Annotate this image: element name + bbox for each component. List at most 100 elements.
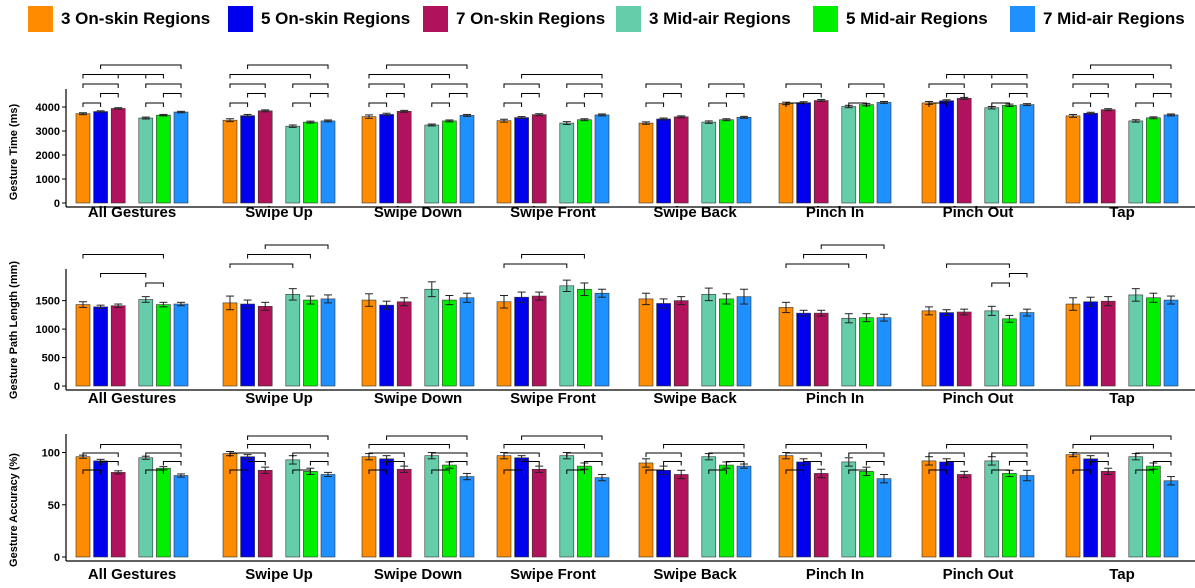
bar (736, 465, 752, 558)
significance-bracket (521, 74, 603, 79)
bar (110, 472, 126, 558)
bar (1002, 318, 1017, 387)
bar (424, 124, 440, 204)
bar (93, 111, 108, 204)
bar (459, 115, 475, 204)
significance-bracket (229, 83, 266, 88)
bar (240, 303, 255, 387)
y-tick-label: 2000 (36, 150, 60, 162)
bar (594, 477, 610, 558)
significance-bracket (946, 93, 965, 98)
legend-swatch (813, 6, 838, 32)
significance-bracket (848, 102, 867, 107)
bar (921, 310, 937, 387)
y-tick-label: 500 (42, 353, 60, 365)
bar (156, 304, 171, 387)
significance-bracket (946, 263, 1010, 268)
bar (285, 125, 301, 204)
bar (531, 468, 547, 558)
significance-bracket (162, 461, 182, 466)
significance-bracket (1135, 102, 1154, 107)
significance-bracket (583, 93, 603, 98)
bar (222, 302, 238, 387)
bar (156, 467, 171, 558)
significance-bracket (82, 83, 119, 88)
bar (303, 471, 318, 558)
significance-bracket (725, 461, 745, 466)
significance-bracket (708, 469, 727, 474)
y-axis-label: Gesture Path Length (mm) (8, 261, 20, 399)
significance-bracket (566, 83, 603, 88)
bar (559, 285, 575, 387)
significance-bracket (247, 93, 266, 98)
significance-bracket (865, 461, 885, 466)
significance-bracket (946, 461, 965, 466)
bar (1019, 475, 1035, 558)
significance-bracket (264, 244, 329, 249)
bar (396, 301, 412, 387)
significance-bracket (566, 469, 585, 474)
bar (110, 305, 126, 387)
legend-item: 5 Mid-air Regions (813, 5, 988, 33)
category-label: Pinch Out (943, 566, 1014, 583)
significance-bracket (503, 102, 523, 107)
bar (93, 460, 108, 558)
significance-bracket (82, 102, 102, 107)
y-tick-label: 0 (54, 381, 60, 393)
y-tick-label: 100 (42, 448, 60, 460)
significance-bracket (100, 461, 119, 466)
bar (719, 298, 734, 387)
bar (1002, 105, 1017, 204)
significance-bracket (991, 452, 1028, 457)
significance-bracket (663, 461, 682, 466)
bar (257, 306, 273, 387)
y-tick-label: 0 (54, 552, 60, 564)
bar (577, 288, 592, 387)
significance-bracket (1008, 273, 1028, 278)
significance-bracket (991, 83, 1028, 88)
legend-label: 7 Mid-air Regions (1043, 9, 1185, 28)
bar (1065, 303, 1081, 387)
bar (921, 102, 937, 204)
y-axis-label: Gesture Accuracy (%) (8, 453, 20, 567)
bar (559, 122, 575, 204)
significance-bracket (1135, 469, 1154, 474)
bar (1002, 473, 1017, 558)
significance-bracket (785, 263, 850, 268)
bar (1163, 480, 1179, 558)
significance-bracket (1090, 461, 1109, 466)
bar (841, 461, 857, 558)
significance-bracket (663, 93, 682, 98)
bar (1083, 301, 1098, 387)
bar (75, 113, 91, 204)
significance-bracket (521, 93, 540, 98)
significance-bracket (1008, 461, 1028, 466)
significance-bracket (431, 452, 468, 457)
bar (638, 462, 654, 558)
bar (876, 317, 892, 387)
significance-bracket (247, 254, 311, 259)
legend-swatch (1010, 6, 1035, 32)
significance-bracket (229, 452, 266, 457)
significance-bracket (928, 102, 948, 107)
significance-bracket (309, 461, 329, 466)
category-label: Swipe Back (653, 566, 737, 583)
legend-item: 7 Mid-air Regions (1010, 5, 1185, 33)
bar (577, 465, 592, 558)
significance-bracket (229, 74, 311, 79)
bar (138, 299, 154, 387)
significance-bracket (928, 469, 948, 474)
bar (156, 114, 171, 204)
significance-bracket (785, 444, 867, 449)
bar (577, 119, 592, 204)
bar (673, 300, 689, 387)
significance-bracket (645, 469, 665, 474)
significance-bracket (663, 444, 745, 449)
significance-bracket (1072, 444, 1154, 449)
category-label: Swipe Front (510, 566, 596, 583)
legend: 3 On-skin Regions 5 On-skin Regions 7 On-s… (0, 2, 1195, 36)
significance-bracket (963, 74, 993, 79)
bar (531, 295, 547, 387)
significance-bracket (708, 102, 727, 107)
category-label: Swipe Back (653, 390, 737, 407)
